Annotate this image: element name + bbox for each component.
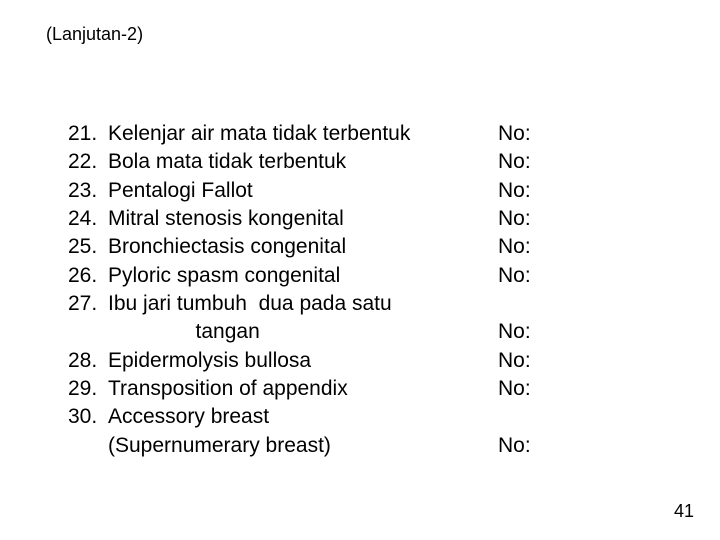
item-text: Mitral stenosis kongenital: [108, 205, 498, 233]
item-text: Accessory breast: [108, 403, 498, 431]
list-item: 30. Accessory breast: [68, 403, 648, 431]
item-note: No:: [498, 432, 578, 460]
item-number: 30.: [68, 403, 108, 431]
item-note: No:: [498, 375, 578, 403]
slide-title: (Lanjutan-2): [46, 24, 143, 45]
item-number: 24.: [68, 205, 108, 233]
item-number: 22.: [68, 148, 108, 176]
item-text: Bola mata tidak terbentuk: [108, 148, 498, 176]
list-item: 23. Pentalogi Fallot No:: [68, 177, 648, 205]
list-item: 25. Bronchiectasis congenital No:: [68, 233, 648, 261]
item-note: No:: [498, 177, 578, 205]
item-note: No:: [498, 120, 578, 148]
list-item: 24. Mitral stenosis kongenital No:: [68, 205, 648, 233]
item-note: No:: [498, 347, 578, 375]
item-text: Pentalogi Fallot: [108, 177, 498, 205]
item-note: No:: [498, 318, 578, 346]
item-number: 29.: [68, 375, 108, 403]
item-number: 26.: [68, 262, 108, 290]
item-note: No:: [498, 262, 578, 290]
item-text: (Supernumerary breast): [108, 432, 498, 460]
item-text: tangan: [108, 318, 498, 346]
item-number: 25.: [68, 233, 108, 261]
item-note: No:: [498, 148, 578, 176]
list-item: (Supernumerary breast) No:: [68, 432, 648, 460]
list-item: 26. Pyloric spasm congenital No:: [68, 262, 648, 290]
list-item: 22. Bola mata tidak terbentuk No:: [68, 148, 648, 176]
list-item: 21. Kelenjar air mata tidak terbentuk No…: [68, 120, 648, 148]
item-number: 27.: [68, 290, 108, 318]
item-text: Transposition of appendix: [108, 375, 498, 403]
item-text: Pyloric spasm congenital: [108, 262, 498, 290]
item-note: No:: [498, 233, 578, 261]
item-text: Ibu jari tumbuh dua pada satu: [108, 290, 498, 318]
list-item: tangan No:: [68, 318, 648, 346]
item-note: No:: [498, 205, 578, 233]
item-text: Kelenjar air mata tidak terbentuk: [108, 120, 498, 148]
list-item: 29. Transposition of appendix No:: [68, 375, 648, 403]
item-text: Epidermolysis bullosa: [108, 347, 498, 375]
item-number: 28.: [68, 347, 108, 375]
list-content: 21. Kelenjar air mata tidak terbentuk No…: [68, 120, 648, 460]
slide: (Lanjutan-2) 21. Kelenjar air mata tidak…: [0, 0, 720, 540]
page-number: 41: [674, 501, 694, 522]
list-item: 27. Ibu jari tumbuh dua pada satu: [68, 290, 648, 318]
item-number: 23.: [68, 177, 108, 205]
list-item: 28. Epidermolysis bullosa No:: [68, 347, 648, 375]
item-text: Bronchiectasis congenital: [108, 233, 498, 261]
item-number: 21.: [68, 120, 108, 148]
